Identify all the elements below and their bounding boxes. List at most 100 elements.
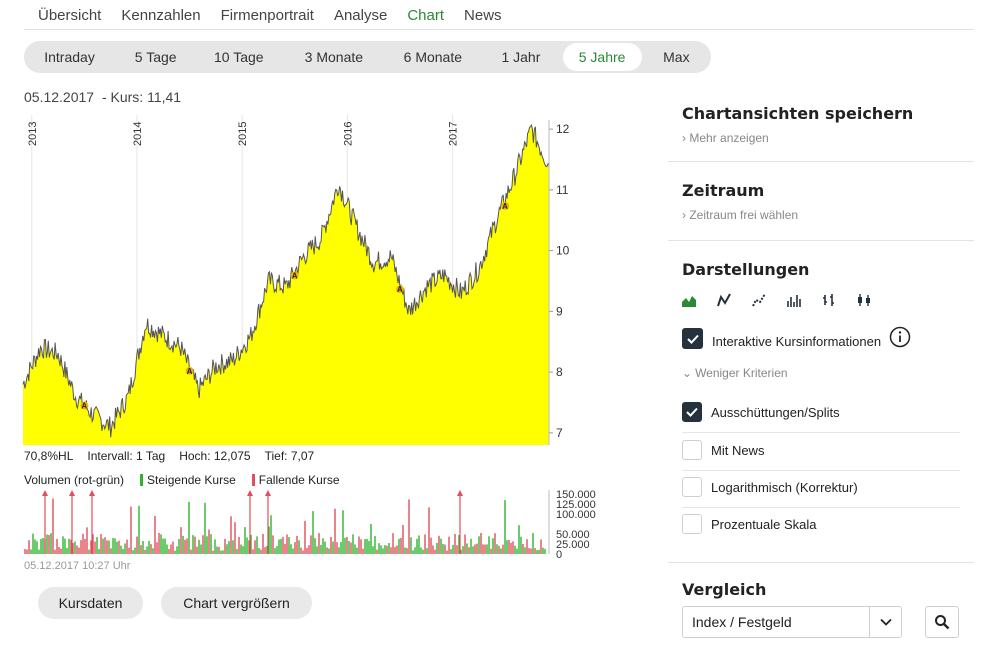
mit-news-label: Mit News xyxy=(711,442,765,458)
interactive-info-label: Interaktive Kursinformationen xyxy=(712,334,882,349)
dividend-marker-label-4: A xyxy=(502,202,508,211)
year-label-2013: 2013 xyxy=(27,122,39,146)
tab-analyse[interactable]: Analyse xyxy=(333,6,388,24)
vergleich-section: Vergleich xyxy=(682,580,974,599)
chevron-right-icon: › xyxy=(682,131,686,145)
mit-news-checkbox[interactable] xyxy=(682,440,702,460)
price-area xyxy=(23,125,549,445)
ausschuettungen-checkbox[interactable] xyxy=(682,402,702,422)
sidebar-divider xyxy=(668,161,974,162)
chart-timestamp: 05.12.2017 10:27 Uhr xyxy=(24,560,131,572)
volume-legend-title: Volumen (rot-grün) xyxy=(24,473,125,487)
option-ausschuettungen: Ausschüttungen/Splits xyxy=(682,402,840,422)
volume-tick-label-1: 125.000 xyxy=(556,499,596,511)
stat-hoch: Hoch: 12,075 xyxy=(179,449,251,463)
darstellungen-title: Darstellungen xyxy=(682,260,810,279)
checkmark-icon xyxy=(686,334,699,344)
area-chart-icon[interactable] xyxy=(682,293,696,307)
tab-firmenportrait[interactable]: Firmenportrait xyxy=(220,6,314,24)
period-selector: Intraday 5 Tage 10 Tage 3 Monate 6 Monat… xyxy=(24,41,711,73)
option-mit-news: Mit News xyxy=(682,440,764,460)
quote-line: 05.12.2017 - Kurs: 11,41 xyxy=(24,89,181,105)
period-intraday[interactable]: Intraday xyxy=(44,49,95,65)
period-5-tage[interactable]: 5 Tage xyxy=(134,49,177,65)
y-tick-label-9: 9 xyxy=(556,304,563,318)
volume-spike-arrow xyxy=(265,490,271,496)
dividend-marker-label-2: A xyxy=(292,271,298,280)
row-divider xyxy=(682,507,960,508)
chevron-down-icon[interactable] xyxy=(869,607,901,637)
dividend-marker-2 xyxy=(290,271,299,280)
interactive-info-option: Interaktive Kursinformationen xyxy=(682,324,911,349)
price-chart[interactable]: 2013 2014 2015 2016 2017 A A A A A 7 8 9 10 11 12 150.00… xyxy=(0,100,620,562)
period-10-tage[interactable]: 10 Tage xyxy=(214,49,264,65)
period-5-jahre[interactable]: 5 Jahre xyxy=(562,43,642,71)
ausschuettungen-label: Ausschüttungen/Splits xyxy=(711,404,840,420)
zeitraum-title: Zeitraum xyxy=(682,181,765,200)
dividend-marker-label-0: A xyxy=(81,402,87,411)
kursdaten-button[interactable]: Kursdaten xyxy=(38,587,143,619)
vergleich-select[interactable]: Index / Festgeld xyxy=(682,606,902,638)
volume-tick-label-5: 0 xyxy=(556,549,562,561)
dotted-line-chart-icon[interactable] xyxy=(752,293,766,307)
period-3-monate[interactable]: 3 Monate xyxy=(304,49,364,65)
period-6-monate[interactable]: 6 Monate xyxy=(403,49,463,65)
tab-uebersicht[interactable]: Übersicht xyxy=(38,6,102,24)
stat-intervall: Intervall: 1 Tag xyxy=(87,449,166,463)
option-prozentual: Prozentuale Skala xyxy=(682,514,817,534)
year-label-2015: 2015 xyxy=(237,122,249,146)
bar-chart-icon[interactable] xyxy=(787,293,801,307)
dividend-marker-label-3: A xyxy=(397,285,403,294)
vergleich-select-value: Index / Festgeld xyxy=(692,614,792,630)
volume-spike-arrow xyxy=(89,490,95,496)
top-navigation: Übersicht Kennzahlen Firmenportrait Anal… xyxy=(0,0,520,30)
chart-vergroessern-button[interactable]: Chart vergrößern xyxy=(161,587,312,619)
dividend-marker-1 xyxy=(185,366,194,375)
stat-hl: 70,8%HL xyxy=(24,449,74,463)
zeitraum-link[interactable]: › Zeitraum frei wählen xyxy=(682,208,799,222)
candlestick-chart-icon[interactable] xyxy=(857,293,871,307)
chevron-right-icon: › xyxy=(682,208,686,222)
quote-date: 05.12.2017 xyxy=(24,89,95,105)
criteria-toggle[interactable]: ⌄ Weniger Kriterien xyxy=(682,366,788,380)
volume-tick-label-4: 25.000 xyxy=(556,539,590,551)
mehr-anzeigen-link[interactable]: › Mehr anzeigen xyxy=(682,131,769,145)
tab-kennzahlen[interactable]: Kennzahlen xyxy=(121,6,201,24)
price-line xyxy=(22,123,550,438)
save-views-title: Chartansichten speichern xyxy=(682,104,914,123)
sidebar-divider xyxy=(668,240,974,241)
year-label-2017: 2017 xyxy=(448,122,460,146)
row-divider xyxy=(682,470,960,471)
y-tick-label-10: 10 xyxy=(556,244,570,258)
vergleich-title: Vergleich xyxy=(682,580,767,599)
year-label-2016: 2016 xyxy=(342,122,354,146)
chart-stats: 70,8%HL Intervall: 1 Tag Hoch: 12,075 Ti… xyxy=(24,449,314,463)
nav-divider xyxy=(24,29,974,30)
volume-tick-label-2: 100.000 xyxy=(556,509,596,521)
darstellungen-section: Darstellungen xyxy=(682,260,974,279)
logarithmisch-label: Logarithmisch (Korrektur) xyxy=(711,479,858,495)
checkmark-icon xyxy=(686,407,698,417)
period-1-jahr[interactable]: 1 Jahr xyxy=(501,49,541,65)
ohlc-chart-icon[interactable] xyxy=(822,293,836,307)
interactive-info-checkbox[interactable] xyxy=(682,328,703,349)
tab-chart[interactable]: Chart xyxy=(407,6,445,24)
logarithmisch-checkbox[interactable] xyxy=(682,477,702,497)
prozentual-checkbox[interactable] xyxy=(682,514,702,534)
chevron-down-icon: ⌄ xyxy=(682,366,693,380)
search-button[interactable] xyxy=(925,606,959,638)
volume-tick-label-3: 50.000 xyxy=(556,529,590,541)
line-chart-icon[interactable] xyxy=(717,293,731,307)
volume-spike-arrow xyxy=(247,490,253,496)
chart-type-icons xyxy=(682,293,871,307)
dividend-marker-label-1: A xyxy=(187,367,193,376)
dividend-marker-3 xyxy=(395,285,404,294)
info-icon[interactable] xyxy=(889,326,911,348)
y-tick-label-7: 7 xyxy=(556,426,563,440)
sidebar-divider xyxy=(668,562,974,563)
y-tick-label-12: 12 xyxy=(556,122,570,136)
period-max[interactable]: Max xyxy=(663,49,690,65)
volume-spike-arrow xyxy=(457,490,463,496)
tab-news[interactable]: News xyxy=(464,6,502,24)
y-tick-label-8: 8 xyxy=(556,365,563,379)
